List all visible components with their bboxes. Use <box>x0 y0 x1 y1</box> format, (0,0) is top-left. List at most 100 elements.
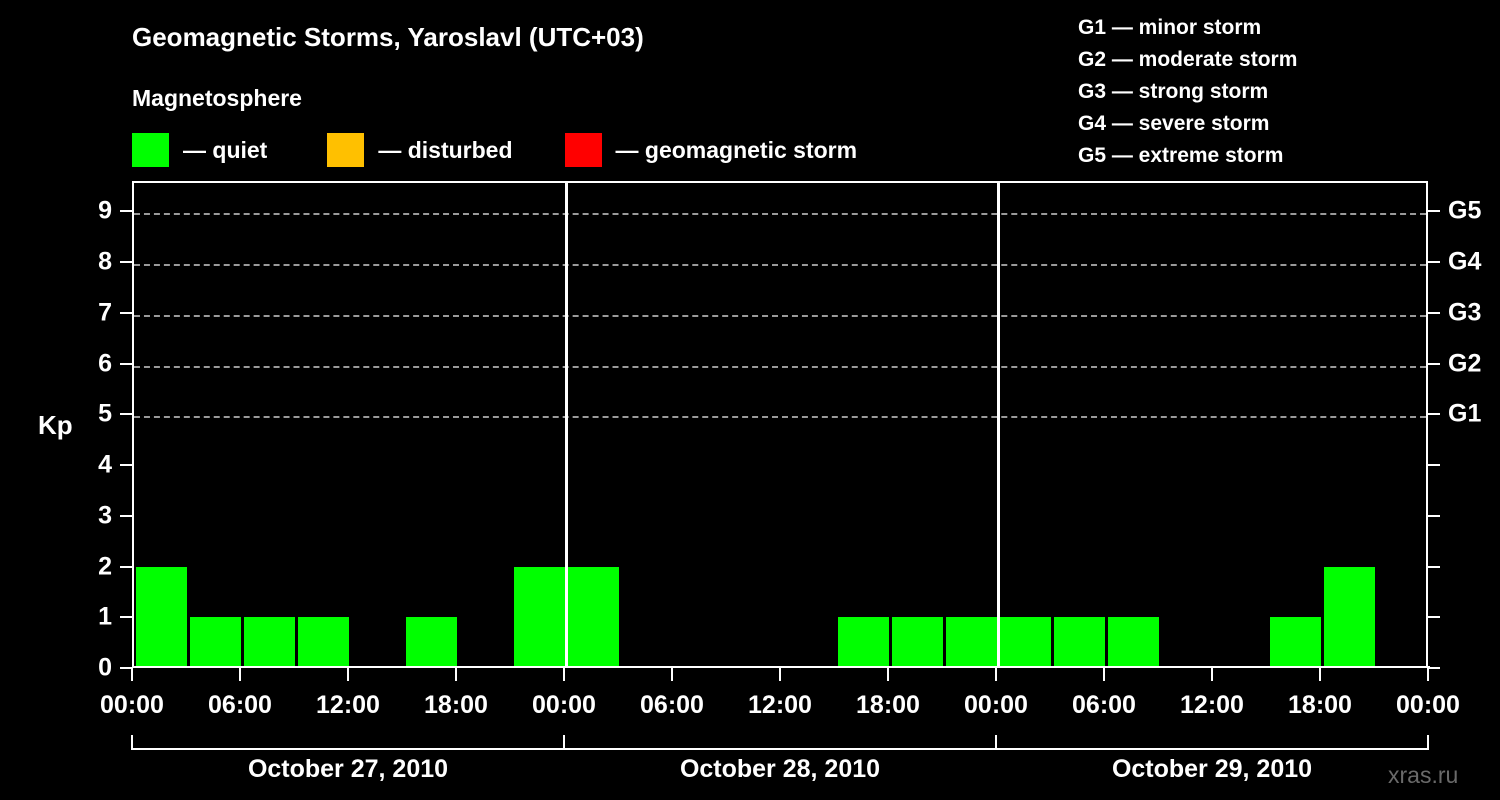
y-axis-tick <box>120 464 132 467</box>
x-axis-tick-label: 06:00 <box>208 691 272 719</box>
right-axis-tick <box>1428 311 1440 314</box>
page-title: Geomagnetic Storms, Yaroslavl (UTC+03) <box>132 22 644 52</box>
y-axis-tick-label: 5 <box>98 399 112 428</box>
red-square-swatch-icon <box>564 133 602 167</box>
legend-heading: Magnetosphere <box>132 85 302 111</box>
date-label: October 27, 2010 <box>247 755 449 783</box>
y-axis-tick <box>120 210 132 213</box>
g-level-label: G2 <box>1448 349 1482 378</box>
date-label: October 28, 2010 <box>679 755 881 783</box>
g-level-label: G4 <box>1448 247 1482 276</box>
y-axis-tick <box>120 667 132 669</box>
y-axis-tick-label: 8 <box>98 247 112 276</box>
legend-item-quiet: — quiet <box>132 133 267 167</box>
date-label: October 29, 2010 <box>1111 755 1313 783</box>
y-axis-tick <box>120 362 132 365</box>
x-axis-tick-label: 06:00 <box>1072 691 1136 719</box>
kp-bar <box>135 566 187 668</box>
y-axis-tick-label: 1 <box>98 602 112 631</box>
kp-bar <box>567 566 619 668</box>
right-axis-tick <box>1428 667 1440 669</box>
y-axis-tick-label: 4 <box>98 450 112 479</box>
kp-bar <box>189 617 241 668</box>
x-axis-tick <box>779 668 781 681</box>
kp-bar <box>405 617 457 668</box>
y-axis-tick <box>120 616 132 619</box>
x-axis-tick-label: 18:00 <box>856 691 920 719</box>
g-scale-line-g2: G2 — moderate storm <box>1078 48 1298 71</box>
kp-bar <box>891 617 943 668</box>
y-axis-tick <box>120 413 132 416</box>
g-level-label: G3 <box>1448 298 1482 327</box>
y-axis-tick-label: 9 <box>98 196 112 225</box>
g-scale-line-g3: G3 — strong storm <box>1078 80 1269 103</box>
x-axis-tick-label: 00:00 <box>964 691 1028 719</box>
x-axis-tick-label: 00:00 <box>1396 691 1460 719</box>
g-level-label: G5 <box>1448 196 1482 225</box>
gridline <box>134 314 1426 317</box>
right-axis-tick <box>1428 261 1440 264</box>
date-band-tick <box>131 735 133 750</box>
right-axis-tick <box>1428 616 1440 619</box>
kp-bar <box>999 617 1051 668</box>
g-level-label: G1 <box>1448 399 1482 428</box>
amber-square-swatch-icon <box>327 133 365 167</box>
gridline <box>134 365 1426 368</box>
legend-item-label: — disturbed <box>378 136 513 163</box>
x-axis-tick-label: 00:00 <box>100 691 164 719</box>
x-axis-tick <box>1211 668 1213 681</box>
x-axis-tick-label: 06:00 <box>640 691 704 719</box>
y-axis-tick <box>120 514 132 517</box>
date-band-tick <box>1427 735 1429 750</box>
legend-item-label: — geomagnetic storm <box>615 136 858 163</box>
watermark: xras.ru <box>1388 762 1459 788</box>
kp-bar <box>297 617 349 668</box>
y-axis-tick <box>120 261 132 264</box>
x-axis-tick-label: 12:00 <box>1180 691 1244 719</box>
kp-bar <box>945 617 997 668</box>
right-axis-tick <box>1428 413 1440 416</box>
x-axis-tick <box>455 668 457 681</box>
right-axis-tick <box>1428 565 1440 568</box>
day-separator <box>996 183 1000 668</box>
x-axis-tick <box>563 668 565 681</box>
y-axis-title: Kp <box>38 410 73 440</box>
kp-bar <box>837 617 889 668</box>
right-axis-tick <box>1428 464 1440 467</box>
kp-bar <box>1053 617 1105 668</box>
kp-bar <box>1323 566 1375 668</box>
y-axis-tick-label: 7 <box>98 298 112 327</box>
x-axis-tick-label: 12:00 <box>748 691 812 719</box>
plot-inner <box>134 183 1426 668</box>
legend: — quiet — disturbed — geomagnetic storm <box>132 131 857 169</box>
right-axis-tick <box>1428 210 1440 213</box>
x-axis-tick <box>1427 668 1429 681</box>
right-axis-tick <box>1428 514 1440 517</box>
date-band-tick <box>563 735 565 750</box>
y-axis-tick-label: 3 <box>98 501 112 530</box>
x-axis-baseline <box>132 666 1430 668</box>
legend-item-label: — quiet <box>183 136 268 163</box>
x-axis-tick <box>995 668 997 681</box>
y-axis-tick <box>120 565 132 568</box>
y-axis-tick-label: 0 <box>98 653 112 682</box>
date-band-rule <box>132 748 1428 750</box>
y-axis-tick <box>120 311 132 314</box>
kp-bar <box>1269 617 1321 668</box>
x-axis-tick-label: 12:00 <box>316 691 380 719</box>
gridline <box>134 264 1426 267</box>
green-square-swatch-icon <box>132 133 169 167</box>
kp-bar <box>513 566 565 668</box>
gridline <box>134 213 1426 216</box>
day-separator <box>564 183 568 668</box>
y-axis-tick-label: 2 <box>98 552 112 581</box>
legend-item-storm: — geomagnetic storm <box>564 133 858 167</box>
kp-bar <box>243 617 295 668</box>
y-axis-tick-label: 6 <box>98 349 112 378</box>
x-axis-tick-label: 18:00 <box>424 691 488 719</box>
x-axis-tick <box>1103 668 1105 681</box>
gridline <box>134 416 1426 419</box>
x-axis-tick <box>347 668 349 681</box>
g-scale-line-g4: G4 — severe storm <box>1078 112 1270 135</box>
